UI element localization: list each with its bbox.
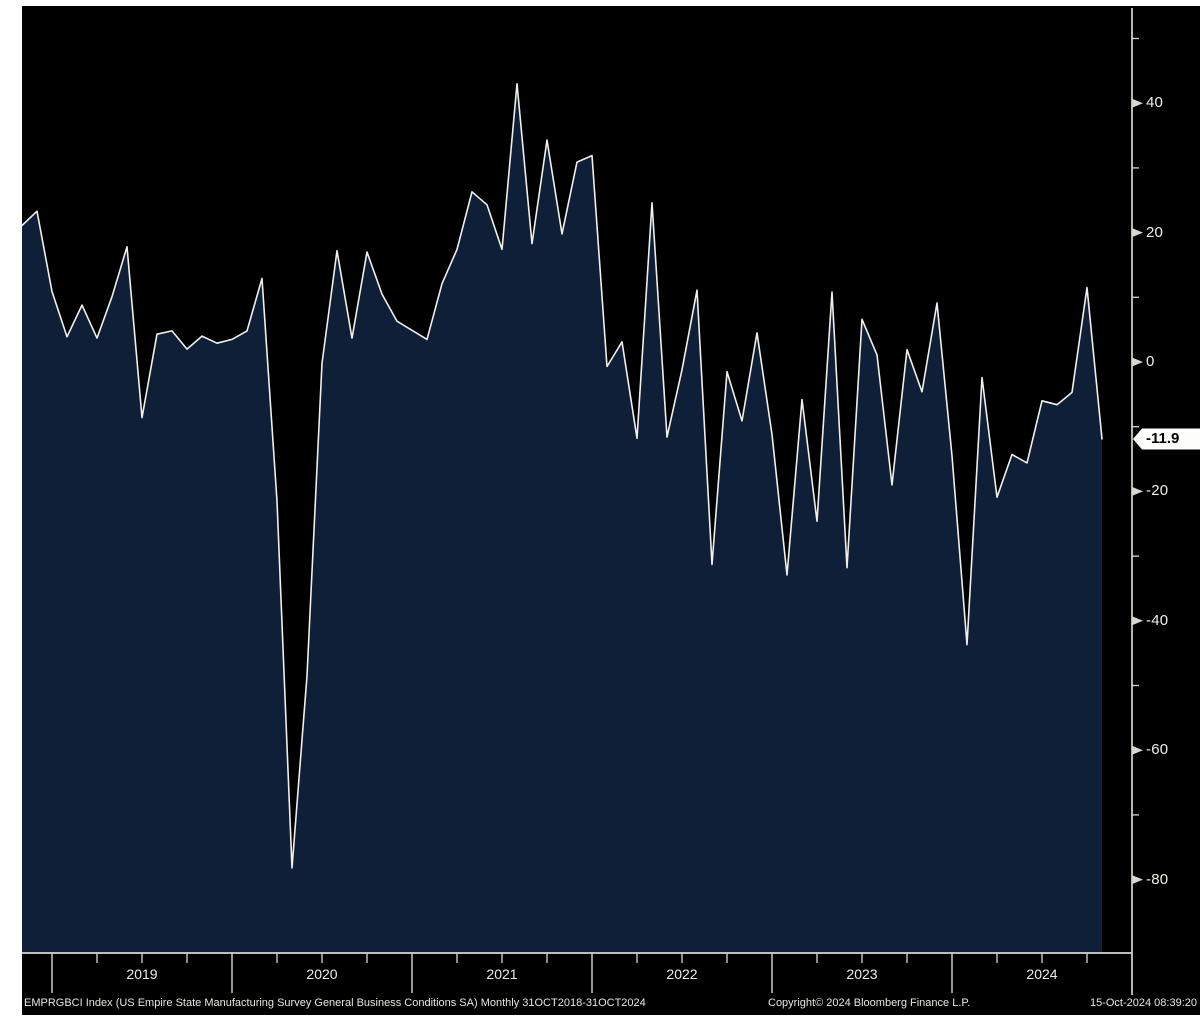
x-axis-label-2022: 2022: [666, 966, 698, 982]
x-axis-label-2023: 2023: [846, 966, 878, 982]
y-axis-major-tick-arrow: [1132, 486, 1143, 496]
y-axis-major-tick-arrow: [1132, 616, 1143, 626]
x-axis-label-2021: 2021: [486, 966, 518, 982]
last-value-badge: [1133, 428, 1200, 450]
footer-copyright: Copyright© 2024 Bloomberg Finance L.P.: [768, 997, 971, 1009]
y-axis-label--80: -80: [1146, 870, 1169, 888]
y-axis-label--60: -60: [1146, 741, 1169, 759]
footer-description: EMPRGBCI Index (US Empire State Manufact…: [24, 997, 646, 1009]
y-axis-major-tick-arrow: [1132, 228, 1143, 238]
y-axis-label--40: -40: [1146, 611, 1169, 629]
y-axis-label-0: 0: [1146, 353, 1155, 370]
y-axis-major-tick-arrow: [1132, 745, 1143, 755]
y-axis-label-20: 20: [1146, 223, 1164, 241]
y-axis-label--20: -20: [1146, 482, 1169, 500]
y-axis-major-tick-arrow: [1132, 875, 1143, 885]
x-axis-label-2020: 2020: [306, 966, 338, 982]
y-axis-major-tick-arrow: [1132, 357, 1143, 367]
y-axis-label-40: 40: [1146, 94, 1164, 112]
x-axis-label-2024: 2024: [1026, 966, 1058, 982]
y-axis-major-tick-arrow: [1132, 98, 1143, 108]
footer-timestamp: 15-Oct-2024 08:39:20: [1089, 997, 1197, 1009]
last-value-badge-label: -11.9: [1146, 430, 1180, 448]
data-line: [21, 83, 1103, 869]
x-axis-label-2019: 2019: [126, 966, 158, 982]
chart-panel: 40 20 0 -20 -40 -60 -80 2019 2020 2021 2022 2023 20…: [21, 6, 1200, 1015]
area-fill: [22, 83, 1102, 954]
